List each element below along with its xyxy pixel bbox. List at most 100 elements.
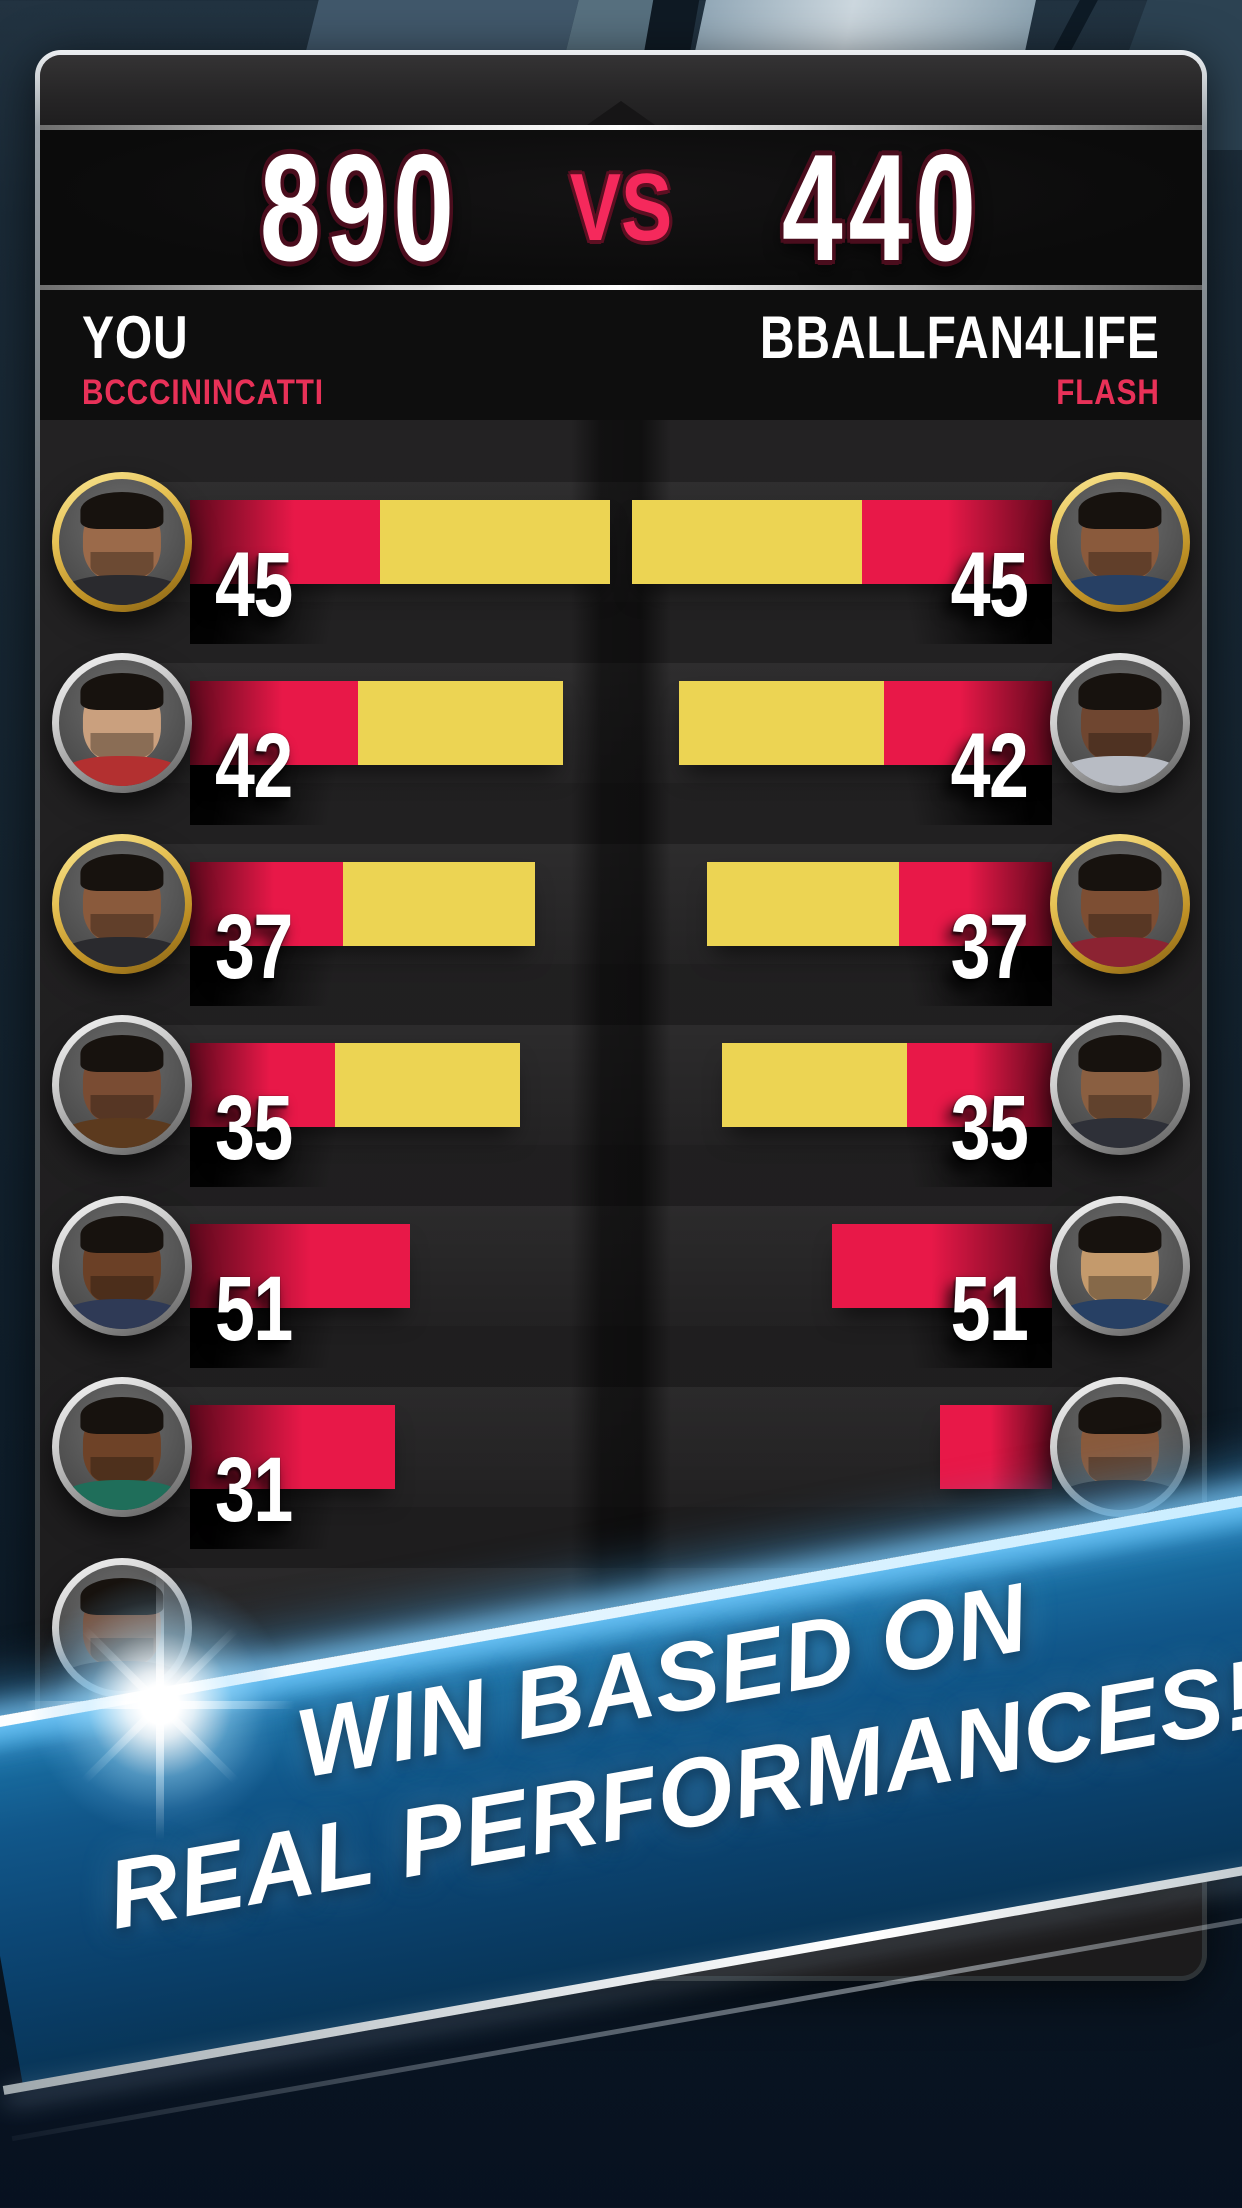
right-player-score: 35 <box>950 1077 1028 1179</box>
left-bar-yellow-segment <box>358 681 563 765</box>
right-total-score: 440 <box>781 122 982 293</box>
left-player-score: 31 <box>215 1439 293 1541</box>
right-bar-yellow-segment <box>707 862 899 946</box>
player-hair <box>80 853 164 892</box>
player-shoulders <box>61 1298 183 1329</box>
right-player-username: FLASH <box>1056 373 1160 412</box>
left-player-avatar[interactable] <box>52 1015 192 1155</box>
player-shoulders <box>61 574 183 605</box>
player-photo <box>1057 1203 1183 1329</box>
player-photo <box>59 1022 185 1148</box>
left-player-score: 42 <box>215 715 293 817</box>
right-bar-yellow-segment <box>632 500 862 584</box>
player-shoulders <box>1059 1479 1181 1510</box>
player-photo <box>1057 841 1183 967</box>
player-photo <box>1057 1384 1183 1510</box>
player-shoulders <box>1059 755 1181 786</box>
right-player-avatar[interactable] <box>1050 1196 1190 1336</box>
right-bar-red-segment <box>884 681 1052 765</box>
left-stat-bar <box>190 500 610 584</box>
player-photo <box>59 1565 185 1691</box>
left-player-score: 35 <box>215 1077 293 1179</box>
left-bar-yellow-segment <box>380 500 610 584</box>
right-player-avatar[interactable] <box>1050 1377 1190 1517</box>
right-player-avatar[interactable] <box>1050 1015 1190 1155</box>
player-photo <box>1057 660 1183 786</box>
right-stat-bar <box>679 681 1052 765</box>
left-bar-red-segment <box>190 500 380 584</box>
right-player-avatar[interactable] <box>1050 653 1190 793</box>
right-bar-red-segment <box>899 862 1052 946</box>
player-hair <box>1078 672 1162 711</box>
right-player-score: 42 <box>950 715 1028 817</box>
player-hair <box>1078 1396 1162 1435</box>
player-shoulders <box>1059 1117 1181 1148</box>
player-shoulders <box>61 1479 183 1510</box>
divider <box>40 285 1202 290</box>
player-shoulders <box>1059 936 1181 967</box>
right-player-avatar[interactable] <box>1050 472 1190 612</box>
left-player-block: YOU BCCCININCATTI <box>82 306 367 413</box>
player-shoulders <box>1059 1298 1181 1329</box>
right-stat-bar <box>832 1224 1052 1308</box>
player-photo <box>59 1384 185 1510</box>
player-shoulders <box>61 755 183 786</box>
player-shoulders <box>1059 574 1181 605</box>
right-player-score: 51 <box>950 1258 1028 1360</box>
right-stat-bar <box>707 862 1052 946</box>
left-player-avatar[interactable] <box>52 1377 192 1517</box>
left-player-avatar[interactable] <box>52 834 192 974</box>
left-player-score: 51 <box>215 1258 293 1360</box>
left-bar-red-segment <box>190 681 358 765</box>
left-bar-red-segment <box>190 1405 395 1489</box>
divider <box>40 125 1202 130</box>
vs-label: VS <box>569 153 673 261</box>
right-player-score: 37 <box>950 896 1028 998</box>
player-photo <box>1057 1022 1183 1148</box>
left-stat-bar <box>190 681 563 765</box>
names-row: YOU BCCCININCATTI BBALLFAN4LIFE FLASH <box>40 290 1202 420</box>
left-bar-red-segment <box>190 862 343 946</box>
right-stat-bar <box>632 500 1052 584</box>
player-hair <box>1078 1215 1162 1254</box>
left-player-avatar[interactable] <box>52 472 192 612</box>
matchup-row[interactable]: 31 <box>40 1329 1202 1549</box>
left-total-score: 890 <box>260 122 461 293</box>
pull-up-arrow-icon <box>587 101 655 125</box>
left-player-score: 37 <box>215 896 293 998</box>
player-photo <box>59 479 185 605</box>
left-player-name: YOU <box>82 304 189 371</box>
left-bar-yellow-segment <box>343 862 535 946</box>
left-player-username: BCCCININCATTI <box>82 373 324 412</box>
right-player-avatar[interactable] <box>1050 834 1190 974</box>
right-bar-yellow-segment <box>679 681 884 765</box>
player-hair <box>80 1034 164 1073</box>
player-photo <box>59 660 185 786</box>
player-shoulders <box>61 936 183 967</box>
player-hair <box>80 1215 164 1254</box>
matchup-row[interactable]: 42 42 <box>40 605 1202 825</box>
right-bar-red-segment <box>940 1405 1052 1489</box>
score-row: 890 VS 440 <box>40 130 1202 285</box>
player-photo <box>59 1203 185 1329</box>
left-player-avatar[interactable] <box>52 1196 192 1336</box>
right-stat-bar <box>722 1043 1052 1127</box>
left-stat-bar <box>190 1405 395 1489</box>
panel-header <box>40 55 1202 125</box>
player-hair <box>80 1396 164 1435</box>
player-hair <box>80 1577 164 1616</box>
right-bar-yellow-segment <box>722 1043 907 1127</box>
left-player-score: 45 <box>215 534 293 636</box>
right-player-name: BBALLFAN4LIFE <box>760 304 1160 371</box>
player-hair <box>1078 491 1162 530</box>
left-player-avatar[interactable] <box>52 653 192 793</box>
left-stat-bar <box>190 862 535 946</box>
player-photo <box>59 841 185 967</box>
left-stat-bar <box>190 1224 410 1308</box>
player-hair <box>80 672 164 711</box>
left-player-avatar[interactable] <box>52 1558 192 1698</box>
right-player-block: BBALLFAN4LIFE FLASH <box>660 306 1160 413</box>
left-bar-yellow-segment <box>335 1043 520 1127</box>
player-photo <box>1057 479 1183 605</box>
right-player-score: 45 <box>950 534 1028 636</box>
